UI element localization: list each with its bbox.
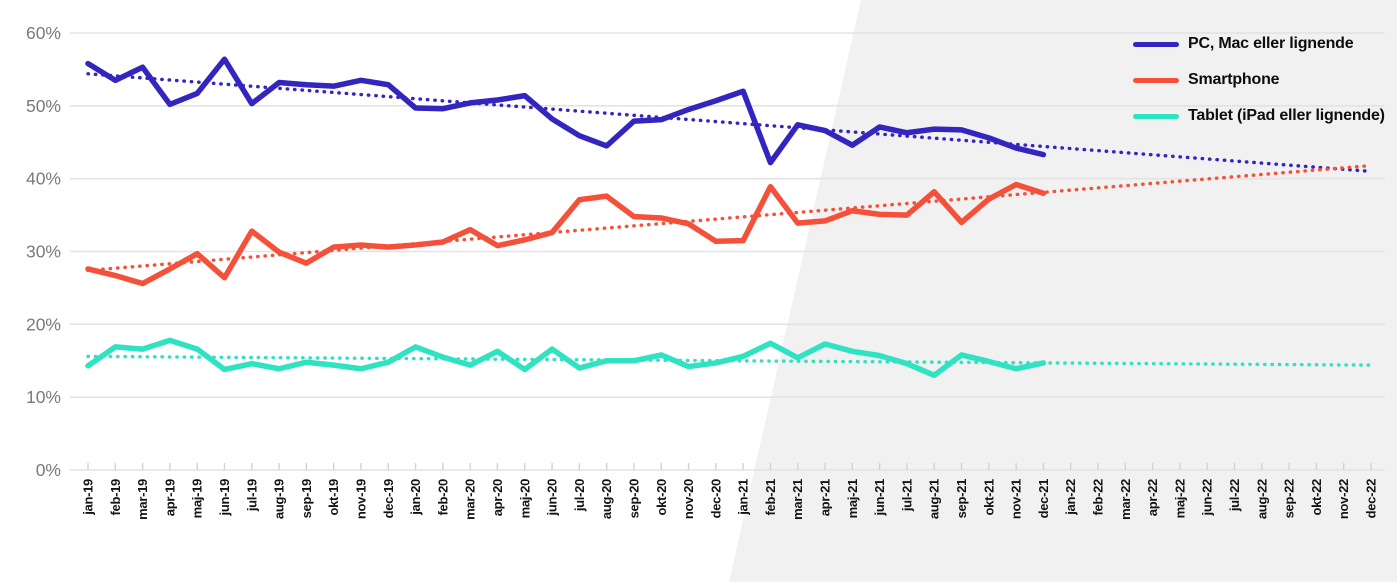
chart-legend: PC, Mac eller lignende Smartphone Tablet… <box>1133 33 1385 127</box>
x-axis-label-aug-19: aug-19 <box>272 479 287 519</box>
legend-item-smartphone: Smartphone <box>1133 69 1385 91</box>
trendline-pc <box>86 72 1373 174</box>
x-axis-label-mar-20: mar-20 <box>463 479 478 520</box>
x-axis-label-maj-22: maj-22 <box>1172 479 1187 518</box>
x-axis-label-apr-21: apr-21 <box>818 479 833 516</box>
legend-item-tablet: Tablet (iPad eller lignende) <box>1133 105 1385 127</box>
legend-label-pc: PC, Mac eller lignende <box>1188 35 1354 52</box>
y-axis-label-30%: 30% <box>26 242 61 262</box>
x-axis-label-jul-19: jul-19 <box>244 479 259 512</box>
series-line-tablet <box>85 337 1047 379</box>
x-axis-label-maj-21: maj-21 <box>845 479 860 518</box>
x-axis-label-okt-22: okt-22 <box>1309 479 1324 516</box>
x-axis-label-dec-22: dec-22 <box>1364 479 1379 518</box>
y-axis-label-60%: 60% <box>26 23 61 43</box>
trendline-smartphone <box>86 163 1373 273</box>
x-axis-label-apr-20: apr-20 <box>490 479 505 516</box>
x-axis-label-aug-22: aug-22 <box>1254 479 1269 519</box>
x-axis-label-jun-19: jun-19 <box>217 479 232 517</box>
x-axis-label-aug-20: aug-20 <box>599 479 614 519</box>
x-axis-label-maj-20: maj-20 <box>517 479 532 518</box>
series-line-pc <box>85 56 1047 166</box>
x-axis-label-nov-19: nov-19 <box>353 479 368 519</box>
x-axis-label-feb-22: feb-22 <box>1091 479 1106 516</box>
x-axis-label-jan-19: jan-19 <box>81 479 96 516</box>
legend-label-tablet: Tablet (iPad eller lignende) <box>1188 107 1385 124</box>
background-shade <box>729 0 1397 582</box>
tablet-line-swatch-icon <box>1133 113 1179 119</box>
x-axis-label-okt-19: okt-19 <box>326 479 341 516</box>
y-axis-label-40%: 40% <box>26 169 61 189</box>
x-axis-label-jun-21: jun-21 <box>872 479 887 517</box>
x-axis-label-jul-21: jul-21 <box>899 479 914 512</box>
x-axis-label-jun-20: jun-20 <box>545 479 560 517</box>
x-axis-label-sep-21: sep-21 <box>954 479 969 518</box>
x-axis-label-dec-21: dec-21 <box>1036 479 1051 518</box>
x-axis-label-jan-22: jan-22 <box>1063 479 1078 516</box>
x-axis-label-dec-19: dec-19 <box>381 479 396 518</box>
x-axis-label-mar-21: mar-21 <box>790 479 805 520</box>
x-axis-label-jun-22: jun-22 <box>1200 479 1215 517</box>
x-axis-label-nov-20: nov-20 <box>681 479 696 519</box>
pc-line-swatch-icon <box>1133 41 1179 47</box>
x-axis-label-sep-19: sep-19 <box>299 479 314 518</box>
x-axis-label-mar-19: mar-19 <box>135 479 150 520</box>
x-axis-label-dec-20: dec-20 <box>708 479 723 518</box>
x-axis-label-okt-21: okt-21 <box>981 479 996 516</box>
legend-label-smartphone: Smartphone <box>1188 71 1280 88</box>
x-axis-label-maj-19: maj-19 <box>190 479 205 518</box>
x-axis-label-sep-22: sep-22 <box>1282 479 1297 518</box>
y-axis-label-10%: 10% <box>26 387 61 407</box>
x-axis-label-nov-22: nov-22 <box>1336 479 1351 519</box>
y-axis-label-0%: 0% <box>36 460 61 480</box>
x-axis-label-aug-21: aug-21 <box>927 479 942 519</box>
x-axis-label-sep-20: sep-20 <box>626 479 641 518</box>
x-axis-label-jul-20: jul-20 <box>572 479 587 512</box>
series-line-smartphone <box>85 181 1047 287</box>
x-axis-label-apr-19: apr-19 <box>162 479 177 516</box>
x-axis-label-feb-19: feb-19 <box>108 479 123 516</box>
x-axis-label-jul-22: jul-22 <box>1227 479 1242 512</box>
legend-item-pc: PC, Mac eller lignende <box>1133 33 1385 55</box>
y-axis-label-50%: 50% <box>26 96 61 116</box>
x-axis-label-jan-21: jan-21 <box>736 479 751 516</box>
x-axis-label-mar-22: mar-22 <box>1118 479 1133 520</box>
x-axis-label-apr-22: apr-22 <box>1145 479 1160 516</box>
x-axis-label-jan-20: jan-20 <box>408 479 423 516</box>
x-axis-label-nov-21: nov-21 <box>1009 479 1024 519</box>
x-axis-label-feb-21: feb-21 <box>763 479 778 516</box>
smartphone-line-swatch-icon <box>1133 77 1179 83</box>
y-axis-label-20%: 20% <box>26 314 61 334</box>
x-axis-label-feb-20: feb-20 <box>435 479 450 516</box>
trendline-tablet <box>86 354 1373 367</box>
x-axis-label-okt-20: okt-20 <box>654 479 669 516</box>
